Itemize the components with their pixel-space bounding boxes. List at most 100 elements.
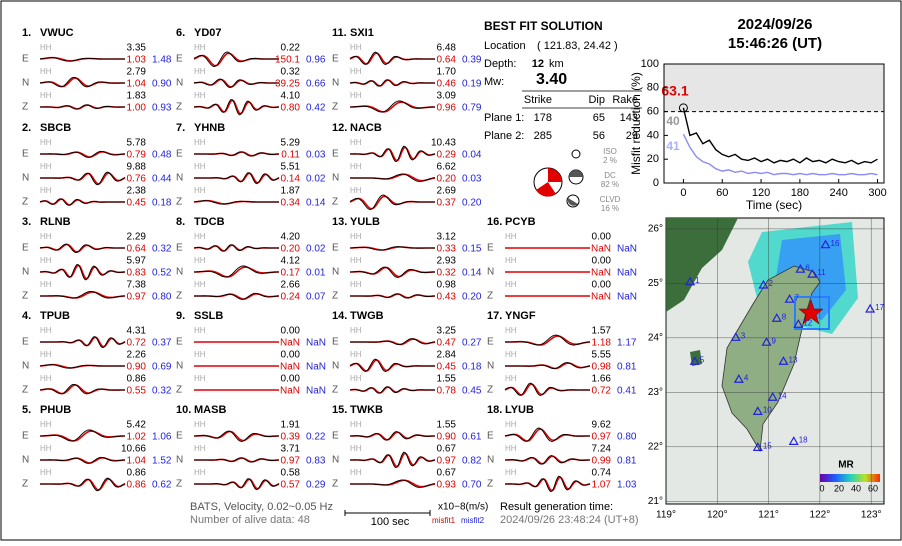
station-label: 6 <box>805 263 810 272</box>
component: E <box>176 54 183 65</box>
plane-label: Plane 1: <box>484 112 524 124</box>
misfit2: 0.44 <box>152 174 172 185</box>
misfit1: 0.80 <box>281 103 301 114</box>
component: E <box>22 54 29 65</box>
misfit1: 150.1 <box>275 55 300 66</box>
misfit1: NaN <box>591 292 611 303</box>
channel: HH <box>194 232 206 241</box>
mt-percent: 2 % <box>603 156 617 165</box>
misfit2: 0.32 <box>152 244 172 255</box>
component: N <box>22 267 29 278</box>
station-name: YD07 <box>194 27 222 39</box>
scale-bar <box>344 510 431 516</box>
station-id: 13. <box>332 216 347 228</box>
component: Z <box>332 291 338 302</box>
channel: HH <box>350 326 362 335</box>
station <box>761 336 772 346</box>
column-header: Dip <box>588 94 605 106</box>
channel: HH <box>350 256 362 265</box>
coast <box>666 218 738 312</box>
channel: HH <box>505 350 517 359</box>
component: E <box>332 243 339 254</box>
observed-trace <box>350 173 436 182</box>
amplitude: 0.32 <box>281 67 301 78</box>
observed-trace <box>194 292 280 300</box>
channel: HH <box>350 374 362 383</box>
observed-trace <box>349 79 435 87</box>
channel: HH <box>40 468 52 477</box>
channel: HH <box>40 91 52 100</box>
misfit2: 0.22 <box>306 432 326 443</box>
misfit2: 0.32 <box>152 386 172 397</box>
component: N <box>176 455 183 466</box>
beachball-fill <box>536 168 562 197</box>
y-tick-label: 60 <box>647 106 659 118</box>
misfit1: 0.90 <box>127 362 147 373</box>
component: Z <box>176 197 182 208</box>
column-header: Rake <box>612 94 638 106</box>
amplitude: 1.70 <box>437 67 457 78</box>
amplitude: 2.26 <box>127 350 147 361</box>
misfit2: 0.90 <box>152 79 172 90</box>
misfit1: 0.33 <box>437 244 457 255</box>
channel: HH <box>350 468 362 477</box>
misfit1: 0.64 <box>127 244 147 255</box>
iso-ball <box>571 149 581 159</box>
plane-value: 143 <box>620 112 638 124</box>
channel: HH <box>194 162 206 171</box>
solution-title: BEST FIT SOLUTION <box>484 19 603 33</box>
misfit1: NaN <box>280 362 300 373</box>
observed-trace <box>349 358 435 372</box>
station-label: 9 <box>772 336 777 345</box>
station <box>689 356 700 365</box>
station <box>793 319 804 328</box>
y-tick-label: 100 <box>641 58 659 70</box>
misfit1: 0.55 <box>127 386 147 397</box>
component: E <box>176 337 183 348</box>
amplitude: 0.00 <box>281 350 301 361</box>
component: Z <box>176 102 182 113</box>
observed-trace <box>193 200 279 205</box>
station-label: 2 <box>768 279 773 288</box>
amplitude: 0.00 <box>281 374 301 385</box>
misfit1: NaN <box>591 244 611 255</box>
station-id: 4. <box>22 310 31 322</box>
misfit1: 0.45 <box>127 198 147 209</box>
station-label: 3 <box>741 331 746 340</box>
station-label: 10 <box>763 405 772 414</box>
misfit2: NaN <box>306 338 326 349</box>
depth: 12 <box>532 58 544 70</box>
channel: HH <box>194 420 206 429</box>
x-tick-label: 0 <box>680 187 686 199</box>
amplitude: 5.29 <box>281 138 301 149</box>
amplitude: 2.38 <box>127 186 147 197</box>
observed-trace <box>40 104 125 110</box>
station <box>758 279 769 289</box>
channel: HH <box>194 468 206 477</box>
annotation: 63.1 <box>661 83 688 99</box>
amplitude: 1.91 <box>281 420 301 431</box>
misfit2: 0.96 <box>306 55 326 66</box>
station-label: 15 <box>763 441 772 450</box>
mt-component: CLVD <box>600 195 621 204</box>
misfit2: 0.52 <box>152 268 172 279</box>
amplitude: 3.25 <box>437 326 457 337</box>
channel: HH <box>40 162 52 171</box>
component: N <box>22 173 29 184</box>
station-id: 17. <box>487 310 502 322</box>
station-name: MASB <box>194 404 226 416</box>
misfit1: 0.37 <box>437 198 457 209</box>
channel: HH <box>350 280 362 289</box>
amplitude: 2.93 <box>437 256 457 267</box>
station-name: PHUB <box>40 404 71 416</box>
observed-trace <box>194 172 280 185</box>
misfit1: 0.78 <box>437 386 457 397</box>
component: E <box>487 337 494 348</box>
station <box>685 276 696 286</box>
component: E <box>176 243 183 254</box>
observed-trace <box>40 456 126 464</box>
amplitude: 1.66 <box>592 374 612 385</box>
observed-trace <box>194 478 280 491</box>
station-label: 8 <box>782 312 787 321</box>
misfit2: 1.52 <box>152 456 172 467</box>
